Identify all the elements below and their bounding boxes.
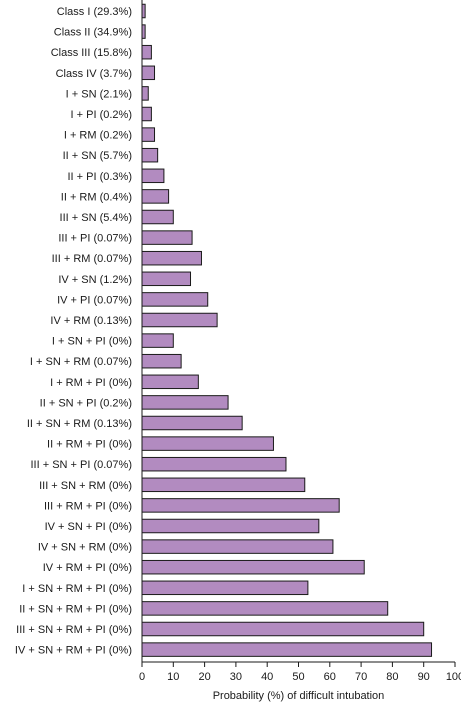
bar — [141, 601, 389, 616]
bar — [141, 436, 274, 451]
category-label: IV + RM + PI (0%) — [43, 562, 132, 574]
x-tick-label: 50 — [292, 671, 304, 683]
category-label: I + SN + PI (0%) — [52, 336, 132, 348]
category-label: II + SN + RM + PI (0%) — [19, 603, 132, 615]
category-label: I + SN + RM + PI (0%) — [22, 583, 132, 595]
x-tick-label: 30 — [230, 671, 242, 683]
category-label: II + RM + PI (0%) — [47, 439, 132, 451]
x-axis-title: Probability (%) of difficult intubation — [213, 690, 385, 702]
category-label: III + PI (0.07%) — [58, 233, 132, 245]
bar — [141, 580, 309, 596]
x-tick-label: 20 — [198, 671, 210, 683]
bar — [141, 271, 192, 287]
bar — [141, 250, 202, 266]
category-label: IV + SN + RM (0%) — [38, 542, 132, 554]
bar — [141, 292, 209, 307]
bar — [141, 65, 156, 81]
bar — [141, 539, 334, 554]
category-label: Class II (34.9%) — [54, 27, 132, 39]
category-label: II + PI (0.3%) — [68, 171, 133, 183]
x-tick-label: 100 — [446, 671, 461, 683]
x-tick-label: 10 — [167, 671, 179, 683]
category-label: IV + RM (0.13%) — [50, 315, 132, 327]
x-tick-label: 80 — [386, 671, 398, 683]
bar — [141, 477, 306, 493]
x-tick-label: 40 — [261, 671, 273, 683]
category-label: II + RM (0.4%) — [61, 191, 132, 203]
bar — [141, 44, 152, 60]
bar — [141, 230, 193, 245]
bar — [141, 209, 174, 225]
category-label: Class III (15.8%) — [51, 47, 132, 59]
category-label: I + PI (0.2%) — [71, 109, 132, 121]
category-label: III + SN + PI (0.07%) — [31, 459, 133, 471]
x-ticks-group: 0 10 20 30 40 50 60 70 80 90 100 — [139, 662, 461, 683]
bar — [141, 106, 152, 122]
category-label: II + SN (5.7%) — [63, 150, 132, 162]
bar — [141, 374, 199, 390]
bar — [141, 559, 365, 575]
category-label: III + RM (0.07%) — [52, 253, 132, 265]
bar — [141, 415, 243, 431]
category-label: I + RM (0.2%) — [64, 130, 132, 142]
category-label: Class I (29.3%) — [57, 6, 132, 18]
bar — [141, 518, 320, 534]
bar — [141, 127, 156, 142]
category-label: IV + PI (0.07%) — [57, 294, 132, 306]
x-tick-label: 70 — [355, 671, 367, 683]
x-tick-label: 0 — [139, 671, 145, 683]
bar — [141, 498, 340, 513]
category-label: IV + SN + RM + PI (0%) — [15, 645, 132, 657]
bar — [141, 86, 149, 101]
bar — [141, 642, 433, 657]
category-label: I + RM + PI (0%) — [50, 377, 132, 389]
category-label: Class IV (3.7%) — [56, 68, 132, 80]
x-tick-label: 90 — [418, 671, 430, 683]
bar — [141, 312, 218, 328]
bar — [141, 395, 229, 410]
bar — [141, 168, 165, 184]
bar — [141, 621, 425, 637]
bars-group — [141, 3, 433, 657]
bar — [141, 333, 174, 348]
bar — [141, 353, 182, 369]
category-label: III + SN + RM (0%) — [39, 480, 132, 492]
bar — [141, 147, 159, 163]
bar — [141, 456, 287, 472]
category-label: IV + SN (1.2%) — [58, 274, 132, 286]
x-tick-label: 60 — [324, 671, 336, 683]
category-label: III + SN + RM + PI (0%) — [16, 624, 132, 636]
category-labels-group: Class I (29.3%) Class II (34.9%) Class III… — [15, 6, 132, 657]
category-label: II + SN + PI (0.2%) — [40, 397, 132, 409]
category-label: III + RM + PI (0%) — [44, 500, 132, 512]
category-label: IV + SN + PI (0%) — [45, 521, 132, 533]
category-label: I + SN (2.1%) — [66, 88, 132, 100]
category-label: II + SN + RM (0.13%) — [27, 418, 132, 430]
category-label: I + SN + RM (0.07%) — [30, 356, 132, 368]
category-label: III + SN (5.4%) — [60, 212, 132, 224]
bar — [141, 189, 170, 204]
